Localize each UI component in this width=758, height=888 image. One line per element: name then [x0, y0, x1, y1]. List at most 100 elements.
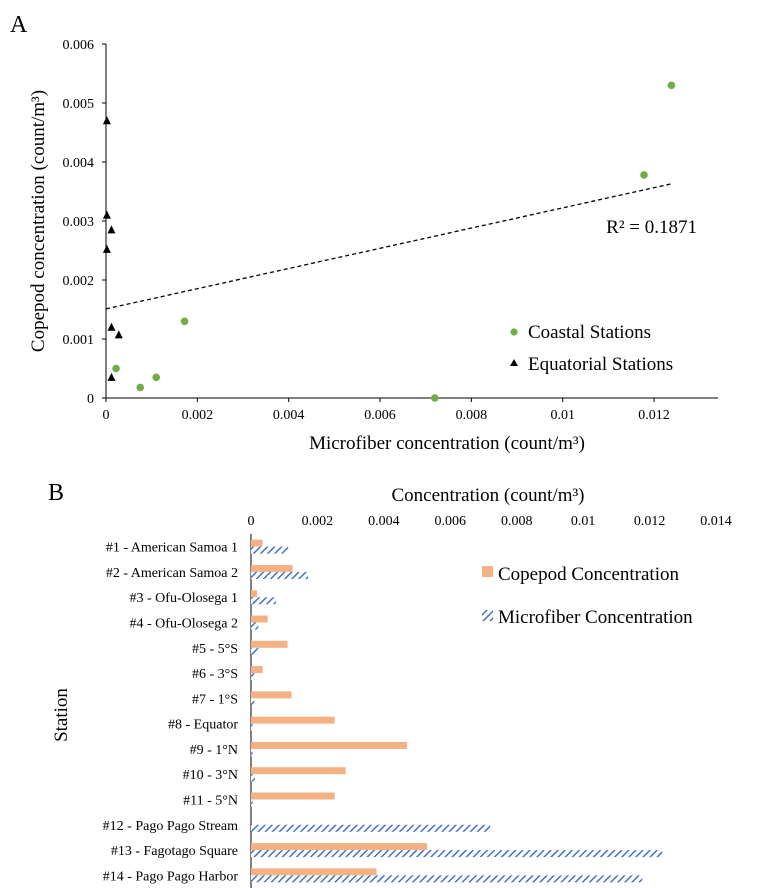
- bar-y-axis-title: Station: [51, 688, 72, 742]
- bar-x-axis-title: Concentration (count/m³): [391, 485, 584, 506]
- coastal-point: [136, 383, 145, 392]
- microfiber-bar: [251, 748, 253, 756]
- station-label: #7 - 1°S: [192, 692, 238, 707]
- microfiber-bar: [251, 647, 259, 655]
- station-label: #3 - Ofu-Olosega 1: [130, 591, 238, 606]
- equatorial-point: [107, 372, 116, 381]
- copepod-bar: [251, 539, 263, 547]
- copepod-bar: [251, 716, 335, 724]
- x-tick-label: 0.012: [638, 408, 670, 423]
- station-label: #10 - 3°N: [183, 768, 238, 783]
- scatter-x-axis-title: Microfiber concentration (count/m³): [309, 433, 585, 454]
- microfiber-bar: [251, 774, 255, 782]
- copepod-bar: [251, 868, 377, 876]
- y-tick-label: 0.001: [63, 333, 95, 348]
- legend-equatorial-marker: [510, 359, 518, 366]
- copepod-bar: [251, 615, 268, 623]
- bar-legend: Copepod Concentration Microfiber Concent…: [482, 564, 693, 628]
- coastal-point: [152, 373, 161, 382]
- equatorial-point: [107, 322, 116, 331]
- copepod-bar: [251, 590, 257, 598]
- bar-x-tick-label: 0.008: [501, 514, 533, 529]
- station-label: #9 - 1°N: [190, 743, 238, 758]
- equatorial-point: [102, 116, 111, 125]
- equatorial-point: [102, 244, 111, 253]
- microfiber-bar: [251, 850, 663, 858]
- legend-equatorial-label: Equatorial Stations: [528, 354, 673, 375]
- microfiber-bar: [251, 799, 253, 807]
- microfiber-bar: [251, 875, 643, 883]
- station-label: #6 - 3°S: [192, 667, 238, 682]
- microfiber-bar: [251, 824, 491, 832]
- legend-coastal-label: Coastal Stations: [528, 322, 651, 343]
- microfiber-bar: [251, 597, 276, 605]
- station-label: #2 - American Samoa 2: [106, 566, 238, 581]
- station-labels: #1 - American Samoa 1 #2 - American Samoa…: [103, 541, 239, 885]
- station-label: #14 - Pago Pago Harbor: [103, 869, 239, 884]
- coastal-point: [667, 81, 676, 90]
- x-tick-label: 0: [103, 408, 110, 423]
- scatter-y-axis-title: Copepod concentration (count/m³): [28, 90, 49, 352]
- coastal-point: [180, 317, 189, 326]
- y-tick-label: 0.006: [63, 38, 95, 53]
- station-label: #12 - Pago Pago Stream: [103, 819, 238, 834]
- y-tick-label: 0.003: [63, 215, 95, 230]
- panel-a-label: A: [10, 12, 28, 38]
- y-tick-label: 0.002: [63, 274, 95, 289]
- microfiber-bar: [251, 546, 289, 554]
- copepod-bar: [251, 691, 292, 699]
- bar-x-tick-label: 0: [248, 514, 255, 529]
- bars: [251, 539, 663, 883]
- x-tick-label: 0.004: [273, 408, 305, 423]
- bar-x-tick-label: 0.006: [435, 514, 467, 529]
- copepod-bar: [251, 767, 346, 775]
- y-tick-label: 0: [87, 392, 94, 407]
- trendline: [105, 183, 672, 310]
- station-label: #13 - Fagotago Square: [111, 844, 238, 859]
- panel-b-label: B: [48, 480, 64, 506]
- microfiber-bar: [251, 723, 253, 731]
- coastal-point: [431, 394, 439, 402]
- scatter-points: [102, 81, 676, 402]
- x-tick-label: 0.008: [456, 408, 488, 423]
- copepod-bar: [251, 843, 428, 851]
- x-tick-label: 0.006: [364, 408, 396, 423]
- legend-coastal-marker: [510, 328, 518, 336]
- legend-copepod-swatch: [482, 566, 493, 577]
- copepod-bar: [251, 666, 263, 674]
- legend-microfiber-swatch: [482, 610, 493, 621]
- scatter-x-ticks: 0 0.002 0.004 0.006 0.008 0.01 0.012: [103, 398, 670, 423]
- y-tick-label: 0.005: [63, 97, 95, 112]
- legend-microfiber-label: Microfiber Concentration: [498, 607, 693, 628]
- bar-x-tick-label: 0.01: [571, 514, 596, 529]
- bar-x-tick-label: 0.002: [302, 514, 334, 529]
- equatorial-point: [114, 330, 123, 339]
- microfiber-bar: [251, 622, 259, 630]
- coastal-point: [640, 171, 648, 179]
- bar-x-tick-label: 0.014: [700, 514, 732, 529]
- copepod-bar: [251, 564, 293, 572]
- microfiber-bar: [251, 698, 255, 706]
- scatter-legend: Coastal Stations Equatorial Stations: [510, 322, 673, 375]
- legend-copepod-label: Copepod Concentration: [498, 564, 679, 585]
- copepod-bar: [251, 792, 335, 800]
- station-label: #11 - 5°N: [183, 794, 238, 809]
- bar-x-ticks: 0 0.002 0.004 0.006 0.008 0.01 0.012 0.014: [248, 514, 732, 529]
- scatter-chart: A 0 0.001 0.002 0.003 0.004 0.005 0.006 0 0.002…: [10, 12, 718, 454]
- station-label: #8 - Equator: [168, 718, 238, 733]
- x-tick-label: 0.01: [550, 408, 575, 423]
- coastal-point: [112, 364, 120, 373]
- y-tick-label: 0.004: [63, 156, 95, 171]
- station-label: #1 - American Samoa 1: [106, 541, 238, 556]
- x-tick-label: 0.002: [182, 408, 214, 423]
- equatorial-point: [107, 225, 116, 234]
- microfiber-bar: [251, 673, 255, 681]
- r-squared-label: R² = 0.1871: [606, 217, 697, 238]
- copepod-bar: [251, 640, 288, 648]
- microfiber-bar: [251, 571, 309, 579]
- copepod-bar: [251, 741, 408, 749]
- bar-chart: B Concentration (count/m³) 0 0.002 0.004 0.…: [48, 480, 732, 888]
- equatorial-point: [102, 210, 111, 219]
- scatter-y-ticks: 0 0.001 0.002 0.003 0.004 0.005 0.006: [63, 38, 106, 407]
